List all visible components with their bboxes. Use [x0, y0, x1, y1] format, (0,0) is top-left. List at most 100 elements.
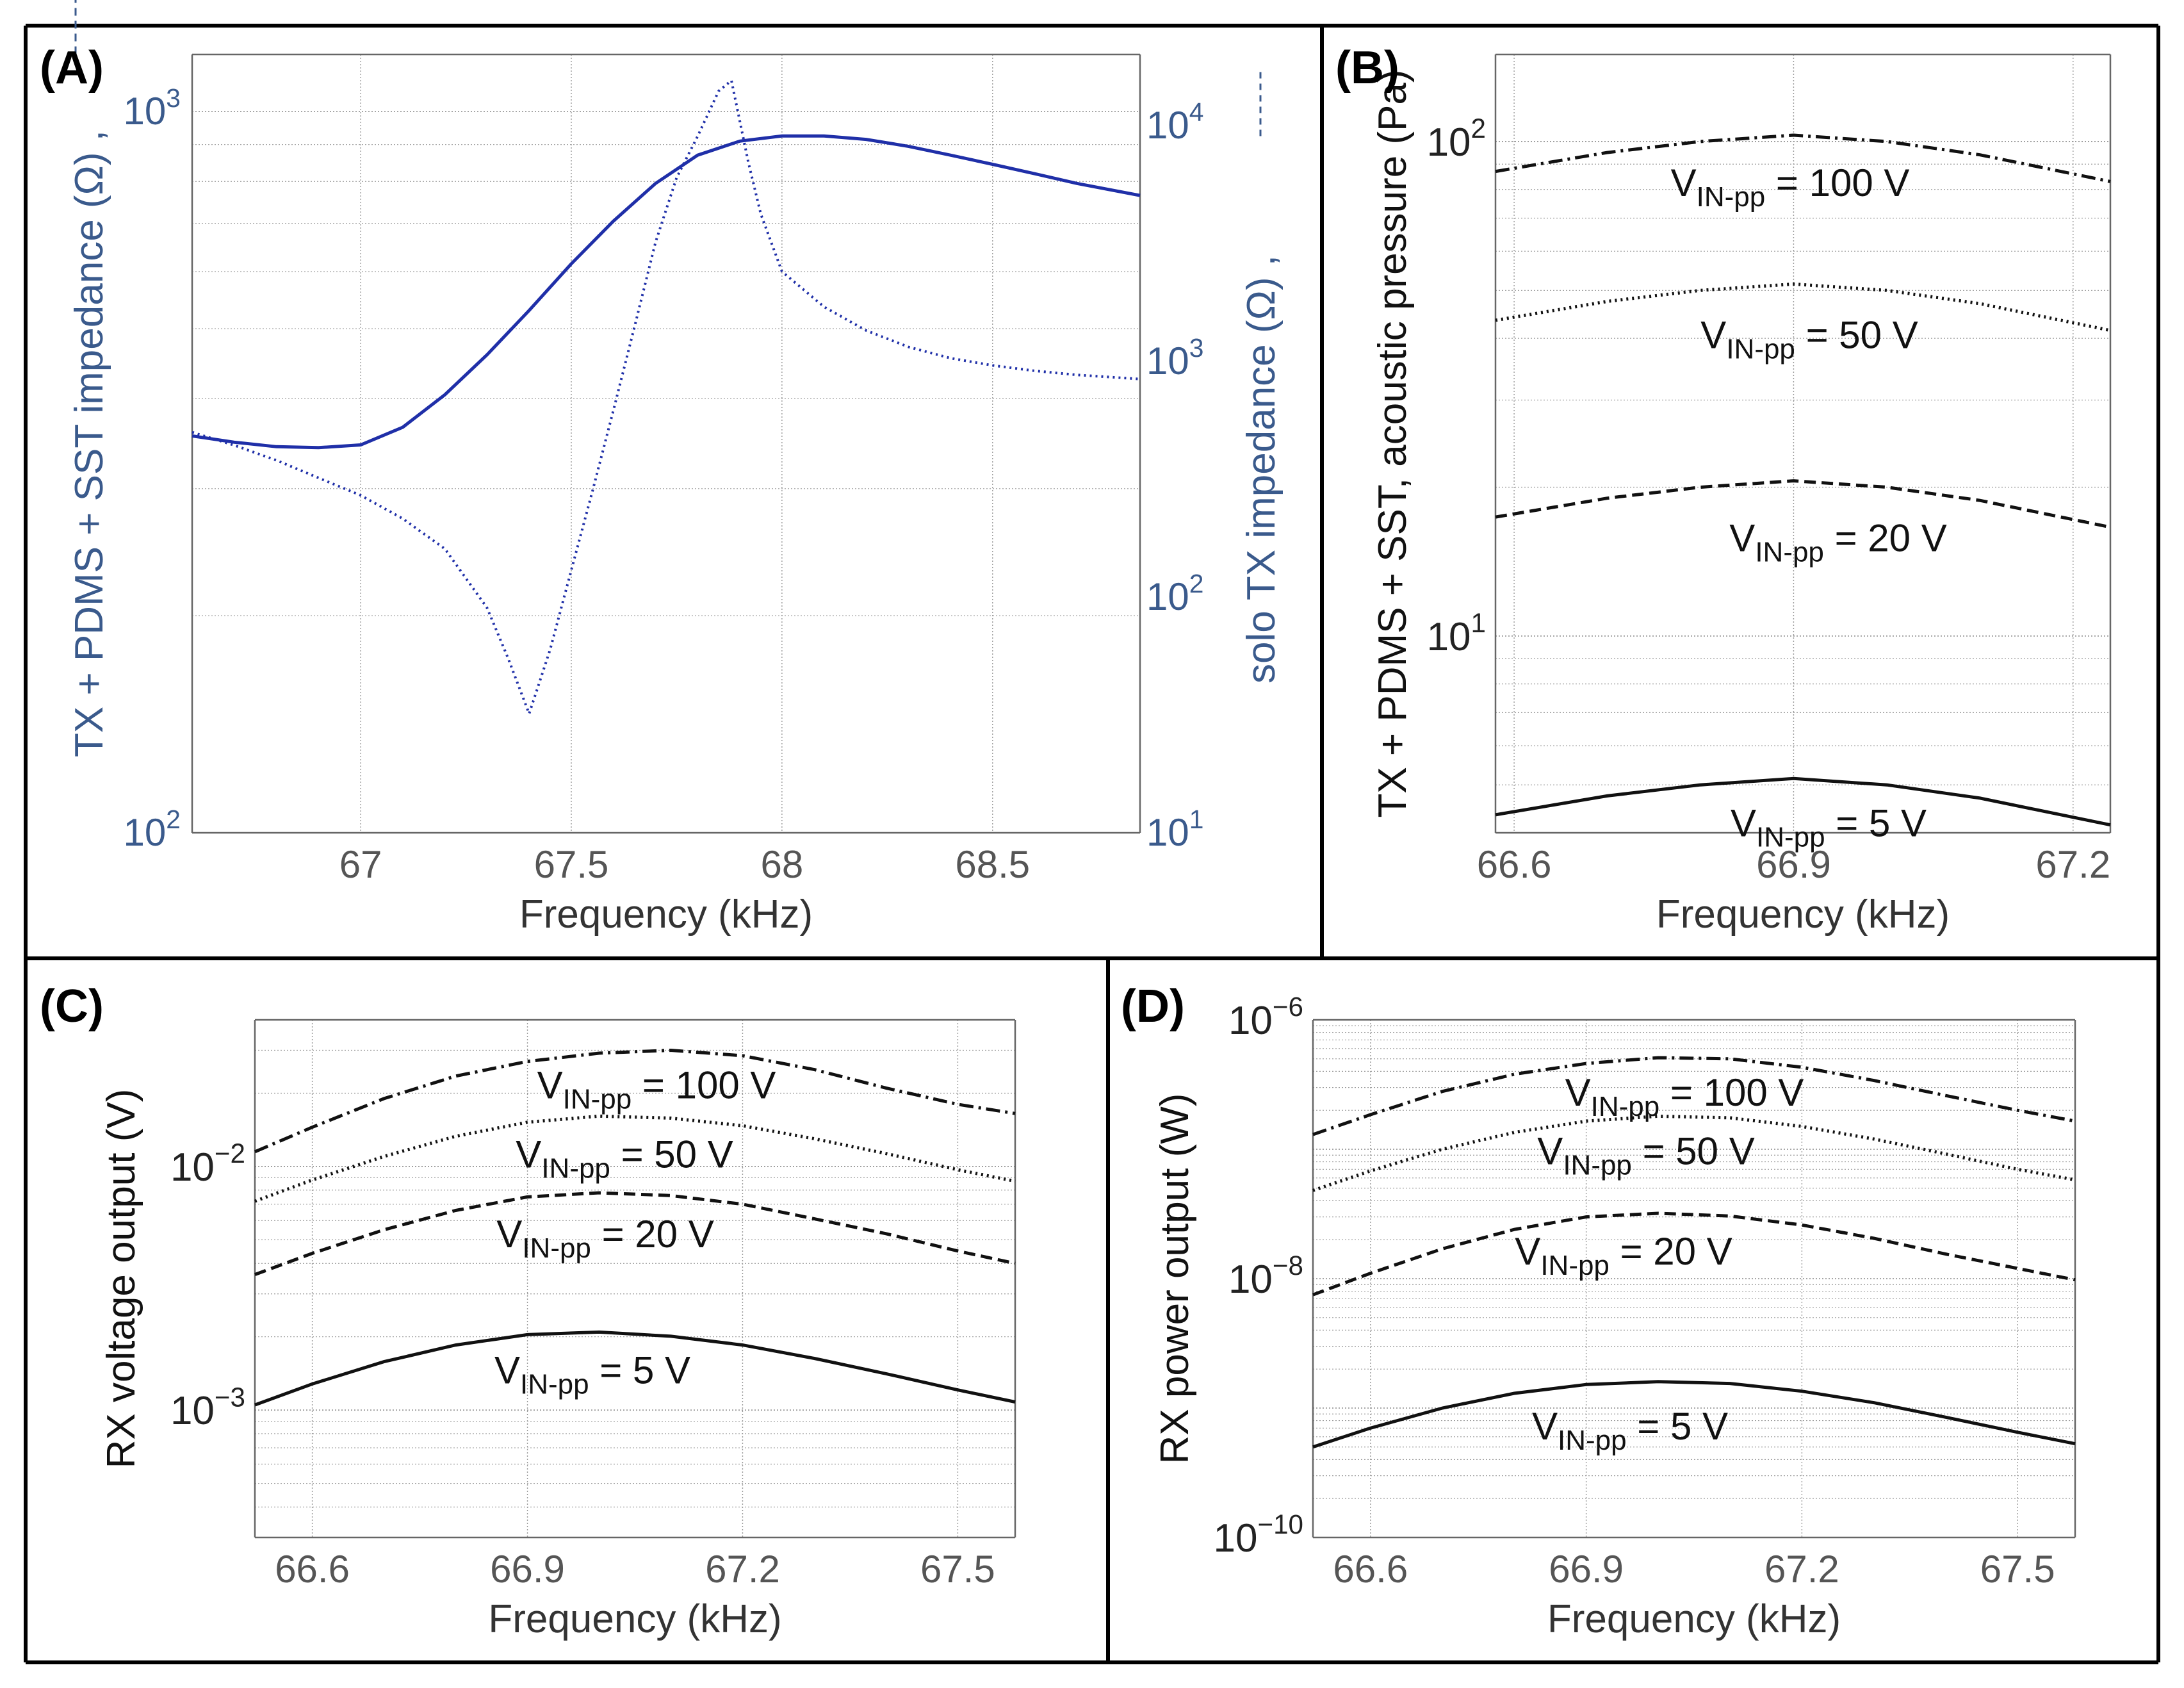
ytick-B-1-base: 10	[1427, 615, 1471, 659]
series-label-rest-D-3: = 5 V	[1627, 1405, 1728, 1448]
xtick-label-B-0: 66.6	[1477, 843, 1552, 886]
series-label-sub-B-3: IN-pp	[1756, 821, 1825, 853]
xtick-label-D-1: 66.9	[1549, 1548, 1624, 1591]
xtick-label-A-1: 67.5	[534, 843, 609, 886]
ytick-D-2-exp: −10	[1257, 1509, 1303, 1539]
series-label-rest-D-1: = 50 V	[1632, 1129, 1755, 1172]
series-label-sub-D-2: IN-pp	[1540, 1250, 1609, 1281]
series-label-v-D-2: V	[1515, 1230, 1540, 1273]
ytick-C-1-exp: −3	[215, 1382, 245, 1412]
series-label-v-D-0: V	[1565, 1071, 1591, 1114]
series-label-sub-C-2: IN-pp	[522, 1233, 591, 1264]
series-line-B-2	[1495, 479, 2111, 529]
series-label-D-3: VIN-pp = 5 V	[1532, 1405, 1728, 1456]
series-label-sub-C-1: IN-pp	[541, 1152, 610, 1184]
series-label-rest-C-2: = 20 V	[591, 1213, 714, 1256]
ytick-D-2: 10−10	[1214, 1509, 1303, 1561]
ytick-left-A-0-exp: 3	[166, 83, 181, 113]
series-label-C-1: VIN-pp = 50 V	[516, 1133, 733, 1184]
ytick-D-2-base: 10	[1214, 1516, 1258, 1561]
series-line-A-1	[192, 78, 1141, 718]
ytick-D-1-exp: −8	[1273, 1250, 1303, 1281]
series-label-v-B-1: V	[1700, 313, 1726, 356]
series-label-rest-C-1: = 50 V	[610, 1133, 733, 1176]
ytick-right-A-1: 103	[1146, 333, 1203, 382]
series-label-sub-C-0: IN-pp	[563, 1084, 632, 1115]
series-line-C-2	[254, 1191, 1016, 1276]
xtick-label-A-3: 68.5	[955, 843, 1030, 886]
ytick-left-A-1-base: 10	[124, 811, 167, 854]
ytick-right-A-0-exp: 4	[1189, 97, 1204, 127]
ytick-C-1-base: 10	[170, 1389, 215, 1433]
ytick-right-A-0: 104	[1146, 97, 1203, 147]
series-label-v-C-2: V	[496, 1213, 522, 1256]
ytick-B-1-exp: 1	[1471, 608, 1486, 638]
series-line-B-0	[1495, 133, 2111, 183]
ytick-D-1-base: 10	[1228, 1258, 1273, 1302]
xtick-label-B-2: 67.2	[2035, 843, 2110, 886]
series-label-sub-B-2: IN-pp	[1755, 537, 1824, 568]
series-label-v-C-1: V	[516, 1133, 541, 1176]
series-label-B-2: VIN-pp = 20 V	[1729, 517, 1946, 568]
series-label-v-B-0: V	[1671, 161, 1697, 204]
ylabel-B: TX + PDMS + SST, acoustic pressure (Pa)	[1371, 69, 1415, 817]
panel-label-D: (D)	[1121, 981, 1185, 1032]
series-line-B-1	[1495, 282, 2111, 332]
series-label-sub-C-3: IN-pp	[520, 1368, 589, 1400]
xtick-label-D-3: 67.5	[1980, 1548, 2055, 1591]
series-label-v-B-3: V	[1731, 801, 1756, 844]
series-label-rest-B-3: = 5 V	[1825, 801, 1927, 844]
panel-label-B: (B)	[1335, 42, 1399, 94]
series-label-v-B-2: V	[1729, 517, 1755, 560]
xlabel-A: Frequency (kHz)	[519, 892, 813, 937]
ytick-left-A-0: 103	[124, 83, 181, 133]
series-label-rest-C-3: = 5 V	[589, 1348, 690, 1391]
series-label-sub-B-1: IN-pp	[1726, 333, 1795, 365]
ytick-right-A-0-base: 10	[1146, 104, 1189, 147]
ytick-left-A-1-exp: 2	[166, 805, 181, 834]
series-label-C-2: VIN-pp = 20 V	[496, 1213, 713, 1264]
xtick-label-C-2: 67.2	[705, 1548, 780, 1591]
series-label-v-C-3: V	[494, 1348, 520, 1391]
series-line-D-1	[1312, 1114, 2076, 1192]
ytick-B-0-base: 10	[1427, 120, 1471, 165]
xtick-label-D-0: 66.6	[1333, 1548, 1408, 1591]
ytick-right-A-1-base: 10	[1146, 340, 1189, 382]
xtick-label-A-0: 67	[339, 843, 382, 886]
ytick-right-A-1-exp: 3	[1189, 333, 1204, 363]
series-label-sub-D-3: IN-pp	[1558, 1425, 1627, 1456]
series-label-rest-D-0: = 100 V	[1659, 1071, 1804, 1114]
ytick-B-0-exp: 2	[1471, 113, 1486, 143]
ytick-right-A-3: 101	[1146, 805, 1203, 854]
ytick-C-0-base: 10	[170, 1145, 215, 1190]
ylabel-D: RX power output (W)	[1153, 1094, 1197, 1464]
ytick-right-A-2-exp: 2	[1189, 569, 1204, 598]
series-label-B-3: VIN-pp = 5 V	[1731, 801, 1927, 853]
series-line-D-3	[1312, 1380, 2076, 1449]
ytick-C-0: 10−2	[170, 1138, 245, 1190]
xtick-label-A-2: 68	[761, 843, 804, 886]
ylabel-right-A: solo TX impedance (Ω) ,	[1239, 255, 1284, 684]
series-label-rest-B-2: = 20 V	[1824, 517, 1947, 560]
ytick-D-1: 10−8	[1228, 1250, 1303, 1302]
series-label-v-D-3: V	[1532, 1405, 1558, 1448]
series-label-rest-C-0: = 100 V	[632, 1064, 776, 1107]
ytick-D-0-exp: −6	[1273, 992, 1303, 1022]
xlabel-D: Frequency (kHz)	[1547, 1597, 1841, 1641]
ytick-D-0-base: 10	[1228, 999, 1273, 1043]
series-label-v-D-1: V	[1537, 1129, 1563, 1172]
ytick-left-A-1: 102	[124, 805, 181, 854]
series-label-B-1: VIN-pp = 50 V	[1700, 313, 1918, 365]
ytick-right-A-3-base: 10	[1146, 811, 1189, 854]
series-label-v-C-0: V	[537, 1064, 563, 1107]
series-line-C-3	[254, 1330, 1016, 1407]
series-label-D-0: VIN-pp = 100 V	[1565, 1071, 1804, 1122]
ylabel-left-A: TX + PDMS + SST impedance (Ω) ,	[67, 130, 111, 757]
xtick-label-C-1: 66.9	[490, 1548, 565, 1591]
xlabel-C: Frequency (kHz)	[488, 1597, 781, 1641]
series-label-sub-D-0: IN-pp	[1591, 1091, 1660, 1122]
xtick-label-C-0: 66.6	[275, 1548, 350, 1591]
series-line-A-0	[192, 134, 1141, 450]
xtick-label-D-2: 67.2	[1764, 1548, 1839, 1591]
